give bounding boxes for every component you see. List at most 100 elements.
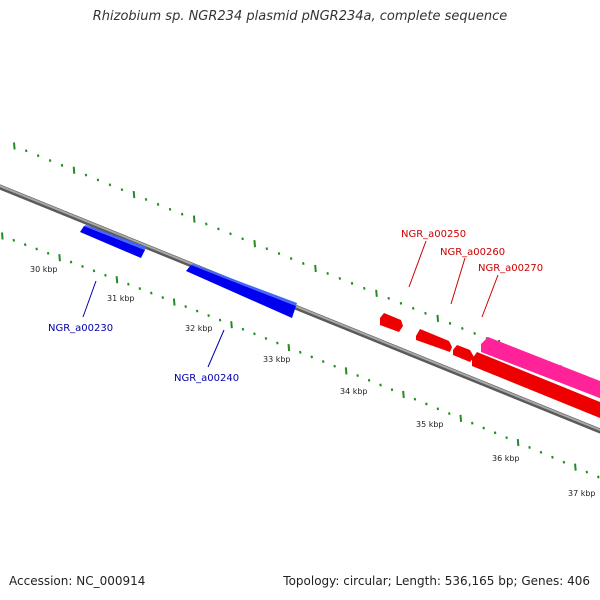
inner-tick [425, 402, 428, 406]
inner-tick [459, 414, 463, 422]
outer-tick [241, 237, 244, 241]
gene-ngr-a00230[interactable] [80, 225, 146, 258]
inner-tick [597, 475, 600, 479]
inner-tick [310, 355, 314, 359]
outer-tick [277, 252, 281, 256]
inner-tick [230, 321, 233, 329]
gene-label-ngr-a00240[interactable]: NGR_a00240 [174, 373, 239, 384]
kbp-label: 32 kbp [185, 324, 213, 333]
outer-tick [217, 227, 220, 231]
outer-tick [350, 281, 354, 285]
inner-tick [333, 364, 336, 368]
plasmid-backbone [0, 184, 600, 434]
inner-tick [551, 455, 554, 459]
outer-tick [436, 314, 440, 322]
inner-tick [299, 350, 302, 354]
inner-tick [241, 327, 245, 331]
inner-tick [264, 336, 268, 340]
outer-tick [156, 202, 160, 206]
kbp-label: 35 kbp [416, 420, 444, 429]
inner-tick [1, 232, 4, 240]
kbp-label: 36 kbp [492, 454, 520, 463]
gene-ngr-a00250[interactable] [380, 313, 403, 332]
inner-tick [172, 298, 176, 306]
inner-tick [207, 314, 210, 318]
inner-tick [92, 269, 96, 273]
outer-tick [96, 178, 100, 182]
inner-tick [150, 291, 153, 295]
outer-tick [326, 271, 329, 275]
inner-tick [379, 383, 382, 387]
gene-ngr-a00270-highlight[interactable] [481, 337, 600, 400]
topology-text: Topology: circular; Length: 536,165 bp; … [283, 574, 590, 588]
kbp-label: 31 kbp [107, 294, 135, 303]
inner-tick [493, 431, 497, 435]
inner-tick [184, 305, 187, 308]
outer-tick [253, 240, 257, 248]
outer-tick [362, 286, 366, 290]
kbp-label: 33 kbp [263, 355, 291, 364]
inner-tick [35, 247, 38, 251]
inner-tick [402, 390, 405, 399]
outer-tick [60, 163, 64, 167]
gene-label-ngr-a00260[interactable]: NGR_a00260 [440, 247, 505, 258]
inner-tick [516, 438, 520, 447]
outer-tick [448, 321, 452, 325]
outer-tick [36, 154, 40, 158]
inner-tick [276, 341, 279, 345]
outer-tick [302, 262, 305, 265]
inner-tick [138, 287, 142, 291]
outer-tick [205, 222, 208, 226]
outer-tick [84, 173, 88, 177]
gene-ngr-a00270-reverse[interactable] [472, 352, 600, 420]
inner-tick [482, 426, 485, 430]
outer-tick [399, 301, 403, 305]
outer-tick [48, 159, 52, 162]
inner-tick [115, 276, 119, 284]
gene-label-ngr-a00250[interactable]: NGR_a00250 [401, 229, 466, 240]
inner-tick [58, 254, 61, 262]
inner-tick [470, 421, 474, 425]
inner-tick [161, 296, 165, 299]
outer-tick [72, 166, 76, 174]
outer-tick [120, 188, 124, 192]
inner-tick [195, 309, 199, 313]
inner-tick [390, 388, 394, 392]
inner-tick [356, 374, 359, 378]
gene-label-ngr-a00270[interactable]: NGR_a00270 [478, 263, 543, 274]
inner-tick [12, 238, 16, 242]
kbp-label: 37 kbp [568, 489, 596, 498]
inner-tick [218, 318, 222, 322]
outer-tick [314, 264, 317, 273]
outer-tick [108, 183, 112, 187]
outer-tick [411, 306, 415, 310]
gene-leader-lines [82, 240, 499, 368]
gene-ngr-a00240[interactable] [186, 264, 297, 318]
inner-tick [127, 282, 130, 286]
inner-tick [574, 463, 577, 471]
inner-tick [104, 273, 107, 277]
outer-tick [192, 215, 196, 223]
outer-tick [132, 191, 136, 199]
inner-tick [585, 470, 589, 474]
outer-tick [387, 296, 390, 300]
gene-ngr-a00260-b[interactable] [453, 345, 474, 362]
inner-tick [436, 407, 440, 411]
outer-tick [13, 142, 16, 150]
outer-tick [375, 289, 378, 297]
outer-tick [180, 212, 184, 216]
inner-tick [321, 360, 325, 363]
gene-ngr-a00260-a[interactable] [416, 329, 452, 352]
outer-tick [24, 149, 28, 153]
inner-tick [253, 332, 256, 336]
gene-label-ngr-a00230[interactable]: NGR_a00230 [48, 323, 113, 334]
inner-tick [413, 397, 417, 401]
inner-tick [448, 412, 451, 416]
inner-tick [287, 344, 291, 352]
outer-tick [338, 276, 342, 280]
outer-tick [144, 198, 148, 201]
outer-tick [229, 232, 232, 236]
map-title: Rhizobium sp. NGR234 plasmid pNGR234a, c… [92, 9, 508, 24]
inner-tick [46, 251, 50, 255]
